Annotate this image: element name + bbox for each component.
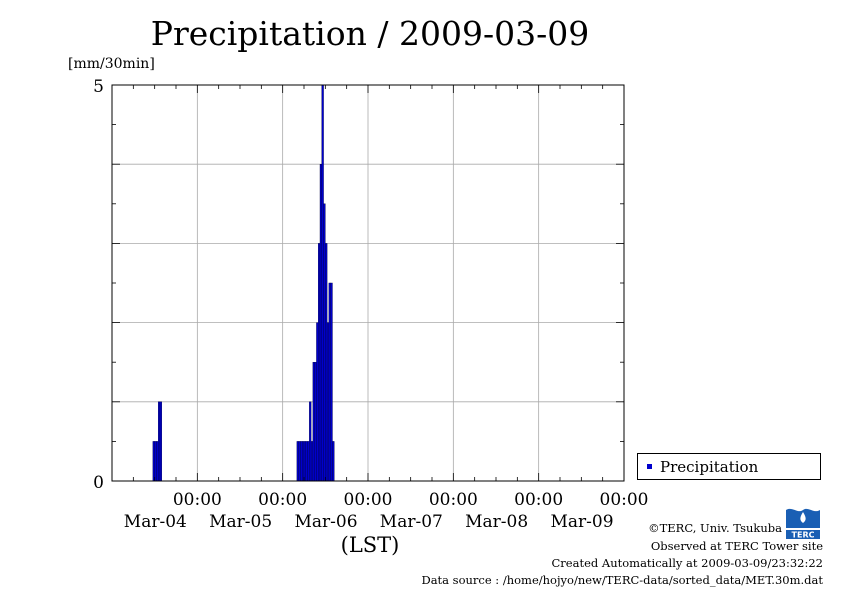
chart-title: Precipitation / 2009-03-09 — [150, 14, 590, 53]
precip-bar — [156, 441, 159, 482]
y-tick-label-min: 0 — [93, 473, 104, 493]
credit-source: Data source : /home/hojyo/new/TERC-data/… — [421, 573, 823, 587]
terc-logo-icon: TERC — [784, 504, 822, 540]
grid-lines — [112, 85, 624, 481]
x-tick-label-date: Mar-04 — [124, 512, 187, 532]
precip-bar — [158, 401, 161, 482]
precip-bar — [300, 441, 303, 482]
precip-bar — [296, 441, 299, 482]
precip-bar — [152, 441, 155, 482]
x-tick-label-date: Mar-05 — [209, 512, 272, 532]
precip-bar — [319, 163, 322, 482]
x-tick-label-date: Mar-07 — [380, 512, 443, 532]
x-tick-label-time: 00:00 — [514, 490, 563, 510]
x-tick-label-time: 00:00 — [258, 490, 307, 510]
precip-bar — [154, 441, 157, 482]
precip-bar — [326, 322, 330, 482]
precip-bar — [316, 322, 319, 482]
y-axis-label: [mm/30min] — [68, 56, 155, 72]
x-tick-label-time: 00:00 — [600, 490, 649, 510]
precip-bar — [330, 282, 333, 482]
x-tick-label-time: 00:00 — [429, 490, 478, 510]
precip-bar — [305, 441, 308, 482]
x-tick-label-date: Mar-09 — [550, 512, 613, 532]
axis-tick-labels: 00:00Mar-0400:00Mar-0500:00Mar-0600:00Ma… — [93, 77, 648, 532]
credit-created: Created Automatically at 2009-03-09/23:3… — [551, 556, 824, 570]
logo-text: TERC — [792, 531, 815, 540]
legend: Precipitation — [637, 453, 821, 480]
precip-bar — [309, 401, 312, 482]
precip-bar — [310, 441, 314, 482]
precip-bar — [332, 441, 335, 482]
precip-bar — [314, 362, 317, 482]
precip-bar — [323, 203, 326, 482]
axis-ticks — [111, 84, 625, 482]
x-tick-label-time: 00:00 — [173, 490, 222, 510]
precip-bar — [302, 441, 305, 482]
precip-bar — [303, 441, 306, 482]
credit-copyright: ©TERC, Univ. Tsukuba — [648, 521, 782, 535]
precip-bar — [159, 401, 162, 482]
precip-bar — [307, 441, 310, 482]
credit-observed: Observed at TERC Tower site — [650, 539, 823, 553]
precip-bar — [312, 362, 315, 482]
precip-bar — [325, 243, 328, 482]
y-tick-label-max: 5 — [93, 77, 104, 97]
precip-bar — [321, 84, 324, 482]
x-axis-label: (LST) — [340, 533, 400, 557]
precip-bar — [318, 243, 321, 482]
x-tick-label-time: 00:00 — [344, 490, 393, 510]
precip-bar — [298, 441, 301, 482]
x-tick-label-date: Mar-08 — [465, 512, 528, 532]
legend-swatch — [647, 464, 652, 469]
bar-group — [152, 84, 335, 482]
precip-bar — [328, 282, 331, 482]
legend-label: Precipitation — [660, 457, 759, 476]
x-tick-label-date: Mar-06 — [294, 512, 357, 532]
